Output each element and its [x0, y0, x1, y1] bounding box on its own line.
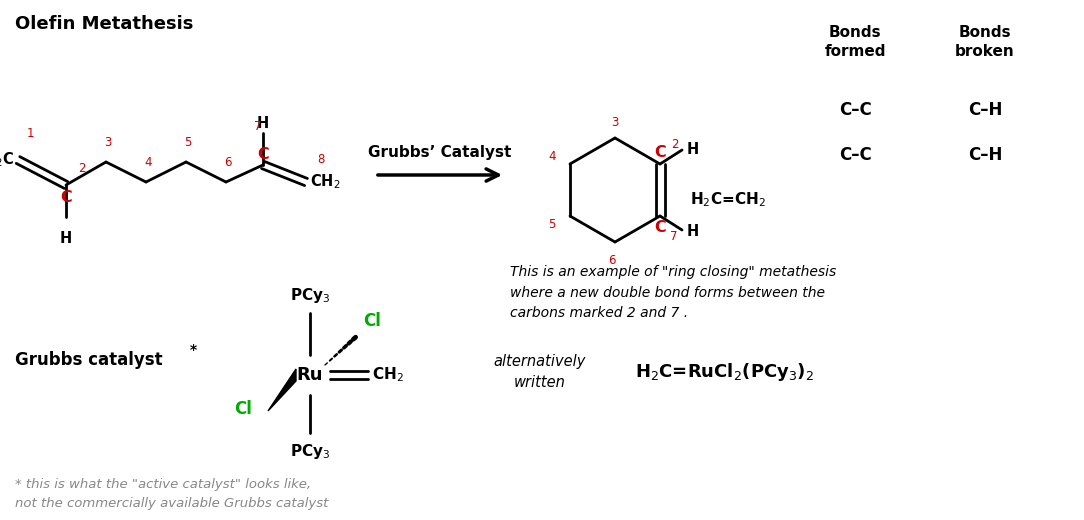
Text: Grubbs catalyst: Grubbs catalyst	[15, 351, 163, 369]
Text: C: C	[60, 190, 72, 205]
Text: PCy$_3$: PCy$_3$	[289, 442, 331, 461]
Text: H: H	[687, 224, 699, 239]
Text: This is an example of "ring closing" metathesis
where a new double bond forms be: This is an example of "ring closing" met…	[509, 265, 836, 320]
Text: 5: 5	[184, 136, 192, 149]
Text: 2: 2	[78, 162, 86, 175]
Text: Grubbs’ Catalyst: Grubbs’ Catalyst	[369, 145, 512, 160]
Text: 7: 7	[255, 120, 261, 133]
Text: C–H: C–H	[968, 101, 1003, 119]
Text: 2: 2	[671, 137, 679, 150]
Text: Ru: Ru	[297, 366, 323, 384]
Text: Cl: Cl	[234, 400, 251, 418]
Text: C–H: C–H	[968, 146, 1003, 164]
Text: 6: 6	[608, 254, 616, 267]
Text: Cl: Cl	[363, 312, 380, 330]
Text: 5: 5	[549, 217, 556, 230]
Text: Bonds
formed: Bonds formed	[824, 25, 886, 59]
Text: *: *	[190, 343, 196, 357]
Text: C–C: C–C	[839, 146, 872, 164]
Text: CH$_2$: CH$_2$	[310, 173, 340, 191]
Text: 7: 7	[670, 229, 678, 242]
Text: 6: 6	[224, 156, 232, 169]
Text: H: H	[60, 231, 73, 246]
Text: H: H	[687, 141, 699, 157]
Text: H$_2$C=CH$_2$: H$_2$C=CH$_2$	[691, 191, 766, 210]
Text: CH$_2$: CH$_2$	[372, 366, 403, 384]
Text: H$_2$C: H$_2$C	[0, 151, 14, 170]
Text: 4: 4	[549, 150, 556, 163]
Text: C: C	[654, 145, 666, 160]
Text: C–C: C–C	[839, 101, 872, 119]
Text: alternatively
written: alternatively written	[494, 354, 586, 390]
Text: 3: 3	[104, 136, 112, 149]
Text: C: C	[257, 147, 269, 162]
Text: 1: 1	[26, 127, 34, 140]
Text: Bonds
broken: Bonds broken	[955, 25, 1015, 59]
Text: * this is what the "active catalyst" looks like,
not the commercially available : * this is what the "active catalyst" loo…	[15, 478, 328, 510]
Text: H: H	[257, 116, 269, 131]
Text: 3: 3	[611, 115, 619, 128]
Text: 4: 4	[144, 156, 152, 169]
Text: Olefin Metathesis: Olefin Metathesis	[15, 15, 193, 33]
Polygon shape	[268, 369, 296, 411]
Text: C: C	[654, 220, 666, 235]
Text: H$_2$C=RuCl$_2$(PCy$_3$)$_2$: H$_2$C=RuCl$_2$(PCy$_3$)$_2$	[635, 361, 814, 383]
Text: 8: 8	[318, 153, 325, 166]
Text: PCy$_3$: PCy$_3$	[289, 286, 331, 305]
